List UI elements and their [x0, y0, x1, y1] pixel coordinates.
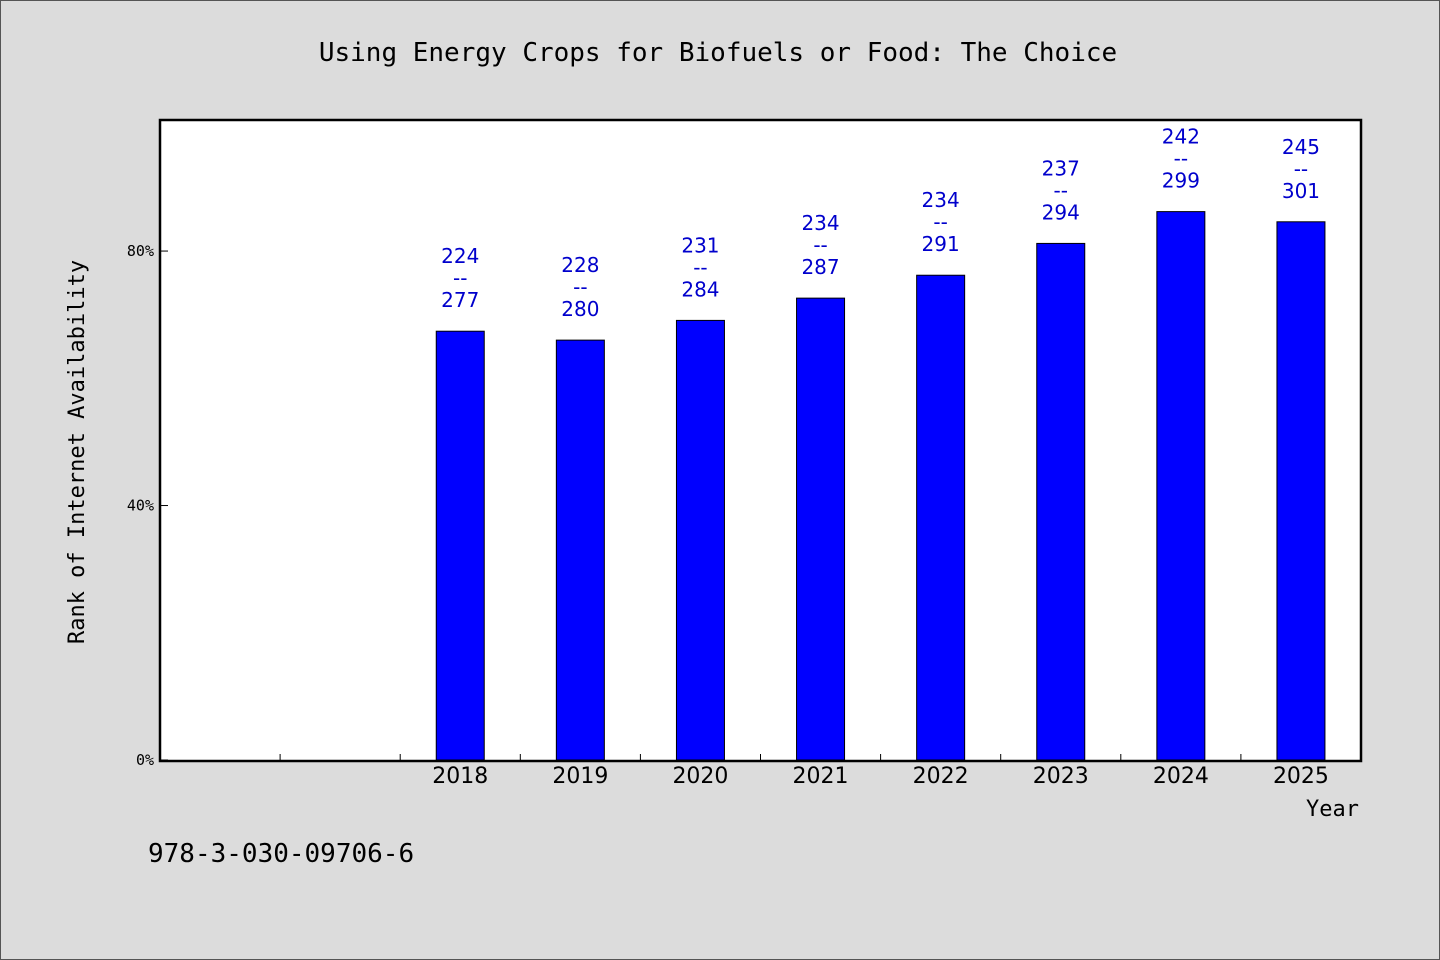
bar	[1156, 211, 1206, 761]
y-tick-label: 0%	[136, 751, 154, 769]
data-label-separator: --	[1294, 157, 1308, 181]
data-label-separator: --	[573, 275, 587, 299]
data-label: 277	[441, 288, 479, 312]
bar	[1276, 221, 1326, 761]
y-tick-label: 80%	[127, 242, 154, 260]
bar	[1036, 242, 1086, 761]
x-tick-label: 2023	[1033, 764, 1089, 789]
bar	[796, 297, 846, 761]
data-label: 245	[1282, 135, 1320, 159]
data-label: 299	[1162, 169, 1200, 193]
data-label: 280	[561, 297, 599, 321]
bar	[675, 319, 725, 761]
x-tick-label: 2024	[1153, 764, 1209, 789]
data-label-separator: --	[1174, 147, 1188, 171]
data-label: 294	[1042, 200, 1080, 224]
data-label-separator: --	[813, 233, 827, 257]
data-label: 287	[801, 255, 839, 279]
data-label: 301	[1282, 179, 1320, 203]
data-label-separator: --	[933, 210, 947, 234]
x-tick-label: 2018	[432, 764, 488, 789]
data-label-separator: --	[453, 266, 467, 290]
bar-group	[435, 211, 1326, 761]
bar	[916, 274, 966, 761]
x-axis-ticks: 2018 2019 2020 2021 2022 2023 2024 2025	[279, 754, 1329, 789]
x-tick-label: 2022	[913, 764, 969, 789]
data-label: 284	[681, 277, 719, 301]
x-tick-label: 2025	[1273, 764, 1329, 789]
x-tick-label: 2019	[552, 764, 608, 789]
chart-title: Using Energy Crops for Biofuels or Food:…	[319, 38, 1117, 68]
x-tick-label: 2021	[793, 764, 849, 789]
y-axis-label: Rank of Internet Availability	[65, 260, 90, 644]
data-label: 234	[801, 211, 839, 235]
data-label: 234	[922, 188, 960, 212]
y-axis-ticks: 0% 40% 80%	[127, 242, 168, 769]
plot-border	[158, 118, 1363, 763]
data-label-separator: --	[693, 255, 707, 279]
data-label: 237	[1042, 156, 1080, 180]
data-label-separator: --	[1054, 178, 1068, 202]
data-label: 224	[441, 244, 479, 268]
data-label: 291	[922, 232, 960, 256]
data-label: 231	[681, 233, 719, 257]
isbn-text: 978-3-030-09706-6	[148, 839, 414, 869]
x-axis-label: Year	[1306, 797, 1359, 822]
data-label: 228	[561, 253, 599, 277]
bar	[435, 330, 485, 761]
data-label: 242	[1162, 125, 1200, 149]
bar	[555, 339, 605, 761]
y-tick-label: 40%	[127, 497, 154, 515]
data-label-group: 224--277228--280231--284234--287234--291…	[441, 125, 1320, 322]
x-tick-label: 2020	[672, 764, 728, 789]
